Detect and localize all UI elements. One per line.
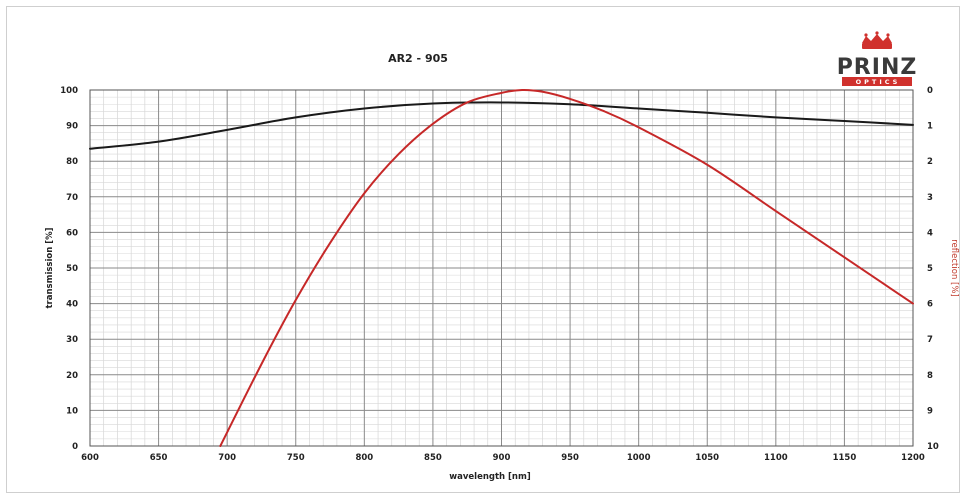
y2-tick-label: 6 (927, 300, 933, 310)
logo-word: PRINZ (837, 55, 918, 80)
y2-tick-label: 4 (927, 228, 933, 238)
y2-tick-label: 7 (927, 335, 933, 345)
y-tick-label: 30 (66, 335, 78, 345)
x-tick-label: 1200 (901, 453, 925, 463)
x-tick-label: 650 (150, 453, 168, 463)
x-tick-label: 850 (424, 453, 442, 463)
logo-band (842, 77, 912, 86)
transmission-series-line (89, 101, 914, 150)
y2-tick-label: 2 (927, 157, 933, 167)
x-tick-label: 1000 (627, 453, 651, 463)
y-tick-label: 10 (66, 406, 78, 416)
y-tick-label: 70 (66, 193, 78, 203)
x-tick-label: 1100 (764, 453, 788, 463)
chart-title: AR2 - 905 (388, 52, 448, 65)
x-tick-label: 1150 (833, 453, 857, 463)
y2-tick-label: 5 (927, 264, 933, 274)
y2-tick-label: 8 (927, 371, 933, 381)
y-tick-label: 90 (66, 122, 78, 132)
prinz-optics-logo: PRINZ OPTICS (837, 31, 918, 86)
x-tick-label: 900 (493, 453, 511, 463)
y-tick-label: 20 (66, 371, 78, 381)
y-tick-label: 0 (72, 442, 78, 452)
chart-frame (6, 6, 960, 493)
x-tick-label: 750 (287, 453, 305, 463)
reflection-series-line (219, 88, 914, 447)
x-tick-label: 600 (81, 453, 99, 463)
y2-axis-label: reflection [%] (949, 239, 959, 297)
y2-tick-label: 9 (927, 406, 933, 416)
x-tick-label: 800 (355, 453, 373, 463)
y-axis-label: transmission [%] (45, 227, 55, 308)
tick-labels: 600 650 700 750 800 850 900 950 1000 1050 1100 1150… (60, 86, 939, 463)
x-tick-label: 1050 (695, 453, 719, 463)
y-tick-label: 40 (66, 300, 78, 310)
y2-tick-label: 10 (927, 442, 939, 452)
series-layer (89, 88, 914, 447)
y2-tick-label: 3 (927, 193, 933, 203)
y2-tick-label: 1 (927, 122, 933, 132)
x-axis-label: wavelength [nm] (449, 472, 531, 482)
x-tick-label: 950 (561, 453, 579, 463)
y-tick-label: 60 (66, 228, 78, 238)
logo-band-text: OPTICS (856, 78, 901, 86)
plot-border (89, 89, 914, 447)
y2-tick-label: 0 (927, 86, 933, 96)
x-tick-label: 700 (218, 453, 236, 463)
y-tick-label: 50 (66, 264, 78, 274)
y-tick-label: 80 (66, 157, 78, 167)
y-tick-label: 100 (60, 86, 78, 96)
crown-icon (862, 31, 892, 49)
